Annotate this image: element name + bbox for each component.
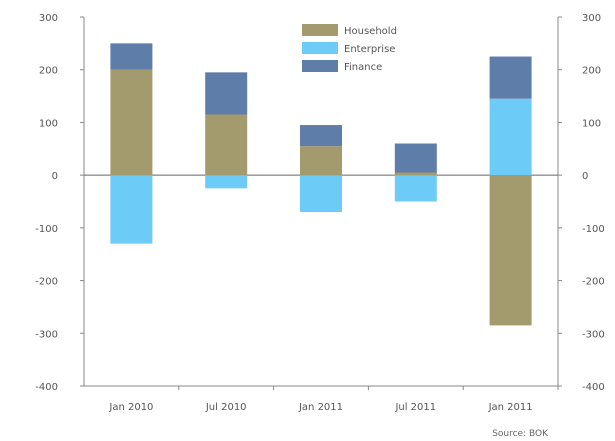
bar-segment [110, 69, 153, 176]
y-tick-label-left: 0 [52, 171, 58, 182]
x-tick-label: Jul 2011 [394, 402, 436, 413]
y-tick-label-left: -300 [35, 329, 58, 340]
y-tick-label-left: -200 [35, 277, 58, 288]
bar-segment [300, 146, 342, 176]
bar-segment [110, 43, 153, 70]
y-tick-label-right: -300 [582, 329, 605, 340]
bar-segment [300, 175, 342, 213]
legend-label: Finance [344, 62, 382, 73]
legend-swatch [302, 42, 338, 54]
bars [110, 43, 532, 326]
y-tick-label-right: 100 [582, 118, 601, 129]
y-tick-label-right: -100 [582, 224, 605, 235]
y-tick-label-right: 0 [582, 171, 588, 182]
bar-segment [110, 175, 153, 244]
x-tick-label: Jan 2011 [298, 402, 343, 413]
legend: Household Enterprise Finance [302, 24, 397, 73]
bar-segment [489, 56, 532, 99]
tick-labels: 300 300 200 200 100 100 0 0 -100 -100 -200 -200 -300… [35, 13, 604, 413]
y-tick-label-left: -100 [35, 224, 58, 235]
x-tick-label: Jul 2010 [205, 402, 247, 413]
bar-segment [394, 172, 437, 176]
y-tick-label-left: -400 [35, 382, 58, 393]
legend-swatch [302, 24, 338, 36]
bar-segment [489, 98, 532, 176]
bar-segment [394, 143, 437, 173]
legend-swatch [302, 60, 338, 72]
y-tick-label-right: -200 [582, 277, 605, 288]
y-tick-label-right: -400 [582, 382, 605, 393]
x-tick-label: Jan 2011 [488, 402, 533, 413]
bar-segment [205, 72, 248, 115]
legend-label: Enterprise [344, 44, 395, 55]
y-tick-label-right: 300 [582, 13, 601, 24]
y-tick-label-left: 300 [39, 13, 58, 24]
footnote: Source: BOK [492, 429, 549, 439]
axes [80, 16, 562, 390]
legend-label: Household [344, 26, 397, 37]
bar-segment [205, 114, 248, 176]
bar-segment [394, 175, 437, 202]
y-tick-label-left: 100 [39, 118, 58, 129]
bar-segment [205, 175, 248, 189]
y-tick-label-right: 200 [582, 66, 601, 77]
bar-segment [489, 175, 532, 326]
x-tick-label: Jan 2010 [108, 402, 153, 413]
y-tick-label-left: 200 [39, 66, 58, 77]
bar-segment [300, 125, 342, 147]
